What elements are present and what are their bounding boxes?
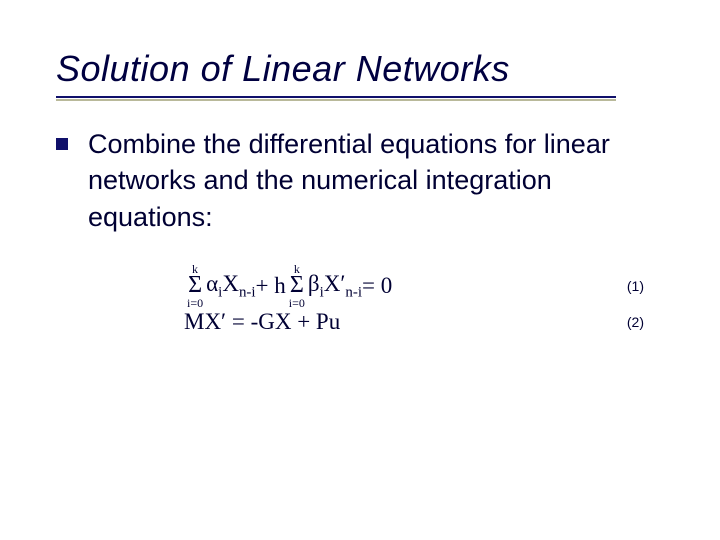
equation-1-number: (1) — [567, 278, 644, 294]
bullet-text: Combine the differential equations for l… — [88, 126, 664, 235]
eq1-plus-h: + h — [256, 273, 286, 299]
x2-sub: n-i — [345, 284, 362, 300]
alpha: α — [206, 271, 218, 296]
equation-1-row: k Σ i=0 αiXn-i + h k Σ i=0 βiX′n-i = 0 — [184, 263, 644, 309]
sigma-1-symbol: Σ — [188, 275, 202, 297]
sigma-1: k Σ i=0 — [187, 263, 203, 309]
sigma-2-lower: i=0 — [289, 297, 305, 309]
sigma-2-symbol: Σ — [290, 275, 304, 297]
slide: Solution of Linear Networks Combine the … — [0, 0, 720, 540]
eq1-rhs: = 0 — [362, 273, 392, 299]
slide-title: Solution of Linear Networks — [56, 48, 664, 90]
equation-2-number: (2) — [567, 314, 644, 330]
eq1-term2: βiX′n-i — [308, 271, 362, 302]
square-bullet-icon — [56, 138, 68, 150]
bullet-row: Combine the differential equations for l… — [56, 126, 664, 235]
beta: β — [308, 271, 320, 296]
x2: X′ — [324, 271, 346, 296]
x1-sub: n-i — [239, 284, 256, 300]
equation-2-row: MX′ = -GX + Pu (2) — [184, 309, 644, 335]
equation-2: MX′ = -GX + Pu — [184, 309, 340, 335]
equations-block: k Σ i=0 αiXn-i + h k Σ i=0 βiX′n-i = 0 — [184, 263, 664, 335]
x1: X — [222, 271, 239, 296]
eq2-text: MX′ = -GX + Pu — [184, 309, 340, 335]
title-underline — [56, 96, 616, 98]
eq1-term1: αiXn-i — [206, 271, 255, 302]
sigma-1-lower: i=0 — [187, 297, 203, 309]
equation-1: k Σ i=0 αiXn-i + h k Σ i=0 βiX′n-i = 0 — [184, 263, 392, 309]
sigma-2: k Σ i=0 — [289, 263, 305, 309]
